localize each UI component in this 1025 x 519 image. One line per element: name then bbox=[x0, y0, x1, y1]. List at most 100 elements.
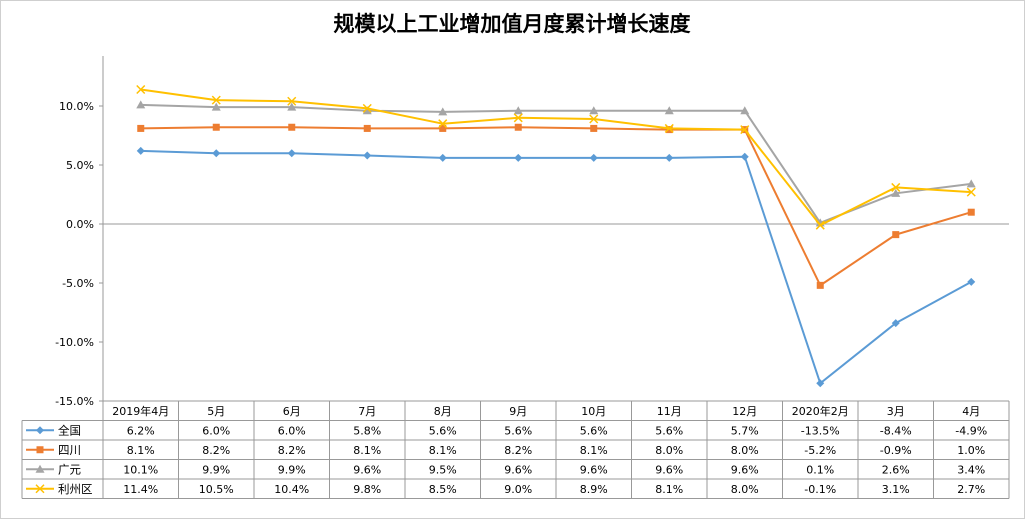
data-point bbox=[288, 123, 296, 131]
data-label: 2.6% bbox=[882, 463, 910, 476]
x-tick-label: 3月 bbox=[887, 405, 905, 418]
legend-label: 利州区 bbox=[58, 482, 93, 496]
data-label: 5.8% bbox=[353, 424, 381, 437]
x-tick-label: 11月 bbox=[657, 405, 682, 418]
data-label: 9.6% bbox=[580, 463, 608, 476]
data-label: 2.7% bbox=[957, 483, 985, 496]
data-label: 6.2% bbox=[127, 424, 155, 437]
data-label: 10.4% bbox=[274, 483, 309, 496]
series-line bbox=[140, 103, 972, 224]
data-point bbox=[287, 102, 297, 111]
data-point bbox=[816, 379, 825, 388]
data-label: 0.1% bbox=[806, 463, 834, 476]
data-point bbox=[136, 100, 146, 109]
data-point bbox=[967, 277, 976, 286]
data-point bbox=[363, 151, 372, 160]
data-point bbox=[136, 84, 146, 95]
data-label: 5.7% bbox=[731, 424, 759, 437]
data-label: 8.1% bbox=[353, 444, 381, 457]
data-point bbox=[136, 146, 145, 155]
y-tick-label: 10.0% bbox=[59, 100, 94, 113]
series-line bbox=[140, 126, 972, 287]
data-label: 8.1% bbox=[580, 444, 608, 457]
data-label: 8.0% bbox=[655, 444, 683, 457]
data-label: 3.4% bbox=[957, 463, 985, 476]
data-label: 5.6% bbox=[504, 424, 532, 437]
y-tick-label: -10.0% bbox=[55, 336, 94, 349]
legend-label: 全国 bbox=[58, 423, 81, 437]
data-point bbox=[815, 220, 825, 230]
data-label: -13.5% bbox=[801, 424, 840, 437]
data-label: 8.0% bbox=[731, 444, 759, 457]
data-point bbox=[514, 123, 522, 131]
legend-key-marker bbox=[36, 426, 44, 435]
data-label: 9.8% bbox=[353, 483, 381, 496]
y-tick-label: 0.0% bbox=[66, 218, 94, 231]
data-point bbox=[287, 149, 296, 158]
data-label: 9.0% bbox=[504, 483, 532, 496]
data-label: 8.2% bbox=[504, 444, 532, 457]
data-label: 8.5% bbox=[429, 483, 457, 496]
data-point bbox=[362, 103, 372, 113]
data-label: -8.4% bbox=[880, 424, 912, 437]
x-tick-label: 6月 bbox=[283, 405, 301, 418]
data-point bbox=[137, 124, 145, 132]
data-label: 8.2% bbox=[278, 444, 306, 457]
data-point bbox=[665, 126, 673, 134]
data-point bbox=[665, 153, 674, 162]
data-point bbox=[966, 179, 976, 188]
data-label: 9.9% bbox=[278, 463, 306, 476]
series-line bbox=[140, 88, 972, 227]
legend-label: 广元 bbox=[58, 462, 81, 476]
data-label: 10.5% bbox=[199, 483, 234, 496]
data-label: 5.6% bbox=[580, 424, 608, 437]
data-point bbox=[740, 106, 750, 115]
data-label: 9.6% bbox=[504, 463, 532, 476]
data-point bbox=[514, 153, 523, 162]
data-point bbox=[891, 319, 900, 328]
data-point bbox=[438, 153, 447, 162]
data-label: 10.1% bbox=[123, 463, 158, 476]
legend-key-marker bbox=[35, 484, 45, 494]
data-point bbox=[891, 188, 901, 197]
data-point bbox=[212, 123, 220, 131]
data-label: -5.2% bbox=[804, 444, 836, 457]
data-point bbox=[211, 102, 221, 111]
data-point bbox=[589, 114, 599, 124]
legend-key-marker bbox=[35, 464, 45, 473]
x-tick-label: 2019年4月 bbox=[112, 404, 169, 418]
x-tick-label: 2020年2月 bbox=[792, 404, 849, 418]
data-point bbox=[589, 106, 599, 115]
series-line bbox=[140, 149, 972, 385]
legend-key-marker bbox=[36, 446, 44, 454]
data-label: -0.9% bbox=[880, 444, 912, 457]
x-tick-label: 7月 bbox=[358, 405, 376, 418]
data-label: 8.2% bbox=[202, 444, 230, 457]
data-point bbox=[212, 149, 221, 158]
data-label: 8.1% bbox=[655, 483, 683, 496]
data-label: 9.6% bbox=[731, 463, 759, 476]
data-point bbox=[816, 281, 824, 289]
data-point bbox=[664, 106, 674, 115]
data-point bbox=[439, 124, 447, 132]
data-label: 9.6% bbox=[353, 463, 381, 476]
data-point bbox=[892, 231, 900, 239]
data-label: 6.0% bbox=[202, 424, 230, 437]
data-point bbox=[438, 119, 448, 129]
data-point bbox=[287, 96, 297, 106]
data-point bbox=[513, 113, 523, 123]
x-tick-label: 9月 bbox=[509, 405, 527, 418]
data-point bbox=[513, 106, 523, 115]
data-label: -0.1% bbox=[804, 483, 836, 496]
data-point bbox=[740, 125, 750, 135]
legend-label: 四川 bbox=[58, 443, 81, 457]
data-point bbox=[664, 123, 674, 133]
y-tick-label: -15.0% bbox=[55, 395, 94, 408]
data-label: 8.9% bbox=[580, 483, 608, 496]
x-tick-label: 5月 bbox=[207, 405, 225, 418]
data-label: 11.4% bbox=[123, 483, 158, 496]
data-point bbox=[590, 124, 598, 132]
data-label: 6.0% bbox=[278, 424, 306, 437]
data-label: 8.1% bbox=[429, 444, 457, 457]
